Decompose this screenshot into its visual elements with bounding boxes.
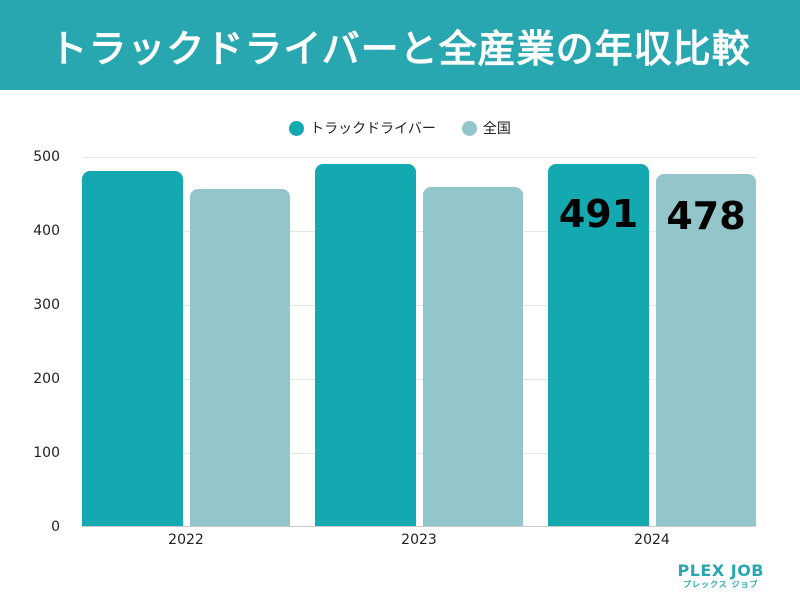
legend-label-truck-driver: トラックドライバー	[310, 121, 436, 137]
chart-title: トラックドライバーと全産業の年収比較	[49, 26, 751, 71]
data-label-2024-national: 478	[666, 194, 746, 238]
bar-2022-national	[190, 189, 290, 527]
y-tick-0: 0	[51, 519, 60, 535]
bar-2024-national: 478	[656, 174, 756, 527]
gridline-100	[82, 453, 756, 454]
legend-swatch-truck-driver-icon	[289, 120, 305, 136]
brand-logo: PLEX JOB プレックス ジョブ	[677, 562, 764, 590]
legend-swatch-national-icon	[461, 120, 477, 136]
bar-2023-truck-driver	[315, 164, 416, 527]
y-tick-300: 300	[33, 297, 60, 313]
y-tick-400: 400	[33, 223, 60, 239]
y-tick-500: 500	[33, 149, 60, 165]
y-tick-200: 200	[33, 371, 60, 387]
bar-2023-national	[423, 187, 523, 527]
x-tick-2022: 2022	[168, 532, 204, 548]
x-axis-line	[82, 526, 756, 527]
x-tick-2023: 2023	[401, 532, 437, 548]
x-tick-2024: 2024	[634, 532, 670, 548]
data-label-2024-truck-driver: 491	[558, 192, 639, 236]
legend: トラックドライバー 全国	[0, 118, 800, 138]
legend-label-national: 全国	[482, 121, 511, 137]
legend-item-truck-driver: トラックドライバー	[289, 118, 436, 138]
bar-2022-truck-driver	[82, 171, 183, 527]
gridline-200	[82, 379, 756, 380]
bar-2024-truck-driver: 491	[548, 164, 649, 527]
gridline-300	[82, 305, 756, 306]
logo-text: PLEX JOB	[677, 561, 764, 580]
legend-item-national: 全国	[461, 118, 511, 138]
title-banner: トラックドライバーと全産業の年収比較	[0, 0, 800, 90]
gridline-400	[82, 231, 756, 232]
logo-subtext: プレックス ジョブ	[682, 580, 759, 589]
plot-area: 491 478	[82, 157, 756, 527]
y-tick-100: 100	[33, 445, 60, 461]
gridline-500	[82, 157, 756, 158]
